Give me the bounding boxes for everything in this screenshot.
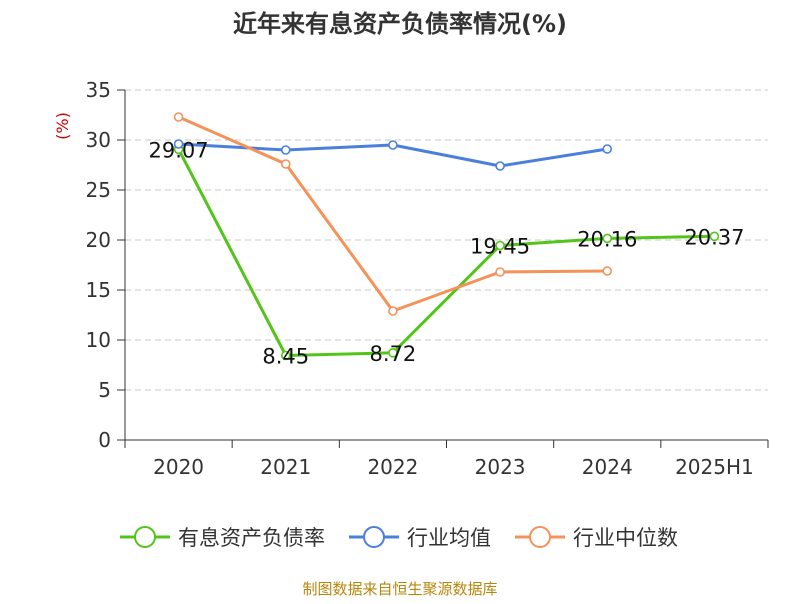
- y-tick-label: 5: [98, 378, 111, 402]
- data-label: 19.45: [470, 235, 530, 259]
- data-point: [602, 266, 613, 276]
- x-tick-label: 2022: [367, 455, 418, 479]
- data-point: [602, 144, 613, 154]
- data-point: [495, 267, 505, 277]
- legend-label: 有息资产负债率: [178, 526, 325, 550]
- axis-layer: 0 5 10 15 20 25 30 35 2020 2021 2022 2023 2024 2025H1: [86, 78, 769, 479]
- x-tick-label: 2020: [153, 455, 204, 479]
- x-tick-label: 2024: [582, 455, 633, 479]
- data-point: [495, 161, 505, 171]
- x-tick-label: 2023: [475, 455, 526, 479]
- chart-title: 近年来有息资产负债率情况(%): [233, 10, 567, 38]
- series-2: [173, 112, 613, 316]
- data-point: [280, 350, 291, 361]
- legend-item-1: 行业均值: [349, 526, 491, 550]
- legend-label: 行业中位数: [573, 526, 678, 550]
- series-layer: [173, 112, 720, 361]
- data-point: [388, 347, 398, 358]
- legend: 有息资产负债率 行业均值 行业中位数: [120, 526, 678, 550]
- grid-layer: [125, 89, 768, 391]
- series-line: [177, 148, 715, 357]
- legend-item-0: 有息资产负债率: [120, 526, 325, 550]
- y-tick-label: 25: [86, 178, 111, 202]
- source-note: 制图数据来自恒生聚源数据库: [302, 580, 497, 598]
- data-label: 20.37: [684, 225, 744, 249]
- data-label: 8.45: [262, 345, 309, 369]
- x-tick-label: 2025H1: [675, 455, 754, 479]
- legend-swatch-marker: [529, 526, 551, 548]
- label-layer: 29.07 8.45 8.72 19.45 20.16 20.37: [149, 138, 745, 368]
- y-tick-label: 35: [86, 78, 111, 102]
- legend-swatch-marker: [363, 526, 385, 548]
- data-point: [388, 140, 398, 150]
- data-label: 8.72: [370, 342, 417, 366]
- data-point: [709, 231, 720, 242]
- legend-item-2: 行业中位数: [515, 526, 678, 550]
- y-tick-label: 30: [86, 128, 111, 152]
- y-axis-label: (%): [53, 112, 72, 140]
- y-tick-label: 20: [86, 228, 111, 252]
- legend-swatch-marker: [134, 526, 156, 548]
- y-tick-label: 10: [86, 328, 111, 352]
- y-tick-label: 0: [98, 428, 111, 452]
- series-0: [173, 144, 720, 361]
- y-tick-label: 15: [86, 278, 111, 302]
- data-point: [495, 240, 505, 251]
- data-label: 29.07: [149, 138, 209, 162]
- legend-label: 行业均值: [407, 526, 491, 550]
- data-point: [602, 233, 613, 244]
- data-point: [173, 139, 184, 149]
- data-point: [280, 145, 291, 155]
- x-tick-label: 2021: [260, 455, 311, 479]
- data-point: [280, 159, 291, 169]
- data-point: [388, 306, 398, 316]
- data-label: 20.16: [577, 227, 637, 251]
- data-point: [173, 112, 184, 122]
